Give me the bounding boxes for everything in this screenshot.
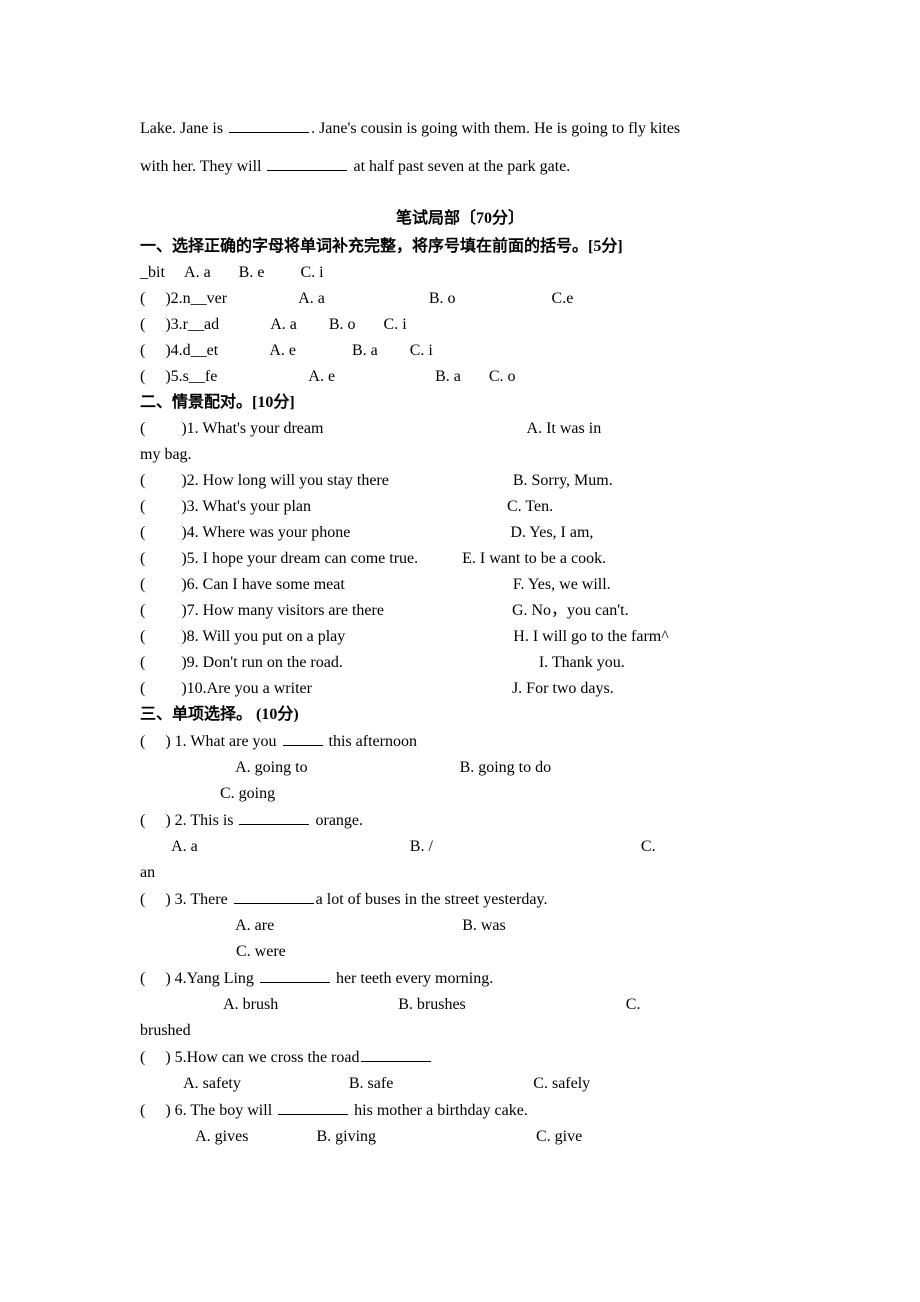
- q4-opts: A. brush B. brushes C.: [140, 993, 780, 1017]
- intro-paragraph: Lake. Jane is . Jane's cousin is going w…: [140, 110, 780, 187]
- sec1-row: _bit A. a B. e C. i: [140, 261, 780, 285]
- section3-heading: 三、单项选择。 (10分): [140, 703, 780, 727]
- sec2-row: my bag.: [140, 443, 780, 467]
- q1-post: this afternoon: [325, 733, 417, 750]
- q6-opts: A. gives B. giving C. give: [140, 1125, 780, 1149]
- sec2-row: ( )9. Don't run on the road. I. Thank yo…: [140, 651, 780, 675]
- q1-pre: ( ) 1. What are you: [140, 733, 281, 750]
- intro-text4: at half past seven at the park gate.: [349, 158, 570, 175]
- q2-stem: ( ) 2. This is orange.: [140, 808, 780, 833]
- sec2-row: ( )7. How many visitors are there G. No，…: [140, 599, 780, 623]
- sec2-row: ( )5. I hope your dream can come true. E…: [140, 547, 780, 571]
- sec1-row: ( )2.n__ver A. a B. o C.e: [140, 287, 780, 311]
- q3-stem: ( ) 3. There a lot of buses in the stree…: [140, 887, 780, 912]
- q3-post: a lot of buses in the street yesterday.: [316, 891, 548, 908]
- sec2-row: ( )4. Where was your phone D. Yes, I am,: [140, 521, 780, 545]
- sec2-row: ( )2. How long will you stay there B. So…: [140, 469, 780, 493]
- q6-post: his mother a birthday cake.: [350, 1102, 528, 1119]
- blank-field[interactable]: [283, 729, 323, 746]
- sec2-row: ( )10.Are you a writer J. For two days.: [140, 677, 780, 701]
- q4-pre: ( ) 4.Yang Ling: [140, 970, 258, 987]
- blank-field[interactable]: [239, 808, 309, 825]
- q5-stem: ( ) 5.How can we cross the road: [140, 1045, 780, 1070]
- sec2-row: ( )3. What's your plan C. Ten.: [140, 495, 780, 519]
- q3-opts2: C. were: [140, 940, 780, 964]
- intro-text2: . Jane's cousin is going with them. He i…: [311, 120, 680, 137]
- q2-post: orange.: [311, 812, 363, 829]
- blank-field[interactable]: [361, 1045, 431, 1062]
- intro-text1: Lake. Jane is: [140, 120, 227, 137]
- q2-opts: A. a B. / C.: [140, 835, 780, 859]
- q1-opts2: C. going: [140, 782, 780, 806]
- sec1-row: ( )5.s__fe A. e B. a C. o: [140, 365, 780, 389]
- q5-opts: A. safety B. safe C. safely: [140, 1072, 780, 1096]
- q6-stem: ( ) 6. The boy will his mother a birthda…: [140, 1098, 780, 1123]
- sec1-row: ( )3.r__ad A. a B. o C. i: [140, 313, 780, 337]
- q3-pre: ( ) 3. There: [140, 891, 232, 908]
- q4-opts2: brushed: [140, 1019, 780, 1043]
- q5-pre: ( ) 5.How can we cross the road: [140, 1049, 359, 1066]
- blank-field[interactable]: [278, 1098, 348, 1115]
- written-section-title: 笔试局部〔70分〕: [140, 207, 780, 231]
- section2-heading: 二、情景配对。[10分]: [140, 391, 780, 415]
- intro-text3: with her. They will: [140, 158, 265, 175]
- sec2-row: ( )6. Can I have some meat F. Yes, we wi…: [140, 573, 780, 597]
- q6-pre: ( ) 6. The boy will: [140, 1102, 276, 1119]
- q3-opts: A. are B. was: [140, 914, 780, 938]
- q2-pre: ( ) 2. This is: [140, 812, 237, 829]
- blank-field[interactable]: [260, 966, 330, 983]
- blank-field[interactable]: [229, 116, 309, 133]
- q4-post: her teeth every morning.: [332, 970, 493, 987]
- blank-field[interactable]: [267, 154, 347, 171]
- sec1-row: ( )4.d__et A. e B. a C. i: [140, 339, 780, 363]
- q4-stem: ( ) 4.Yang Ling her teeth every morning.: [140, 966, 780, 991]
- section1-heading: 一、选择正确的字母将单词补充完整，将序号填在前面的括号。[5分]: [140, 235, 780, 259]
- q1-stem: ( ) 1. What are you this afternoon: [140, 729, 780, 754]
- sec2-row: ( )1. What's your dream A. It was in: [140, 417, 780, 441]
- q1-opts: A. going to B. going to do: [140, 756, 780, 780]
- document-page: Lake. Jane is . Jane's cousin is going w…: [0, 0, 920, 1211]
- sec2-row: ( )8. Will you put on a play H. I will g…: [140, 625, 780, 649]
- q2-opts2: an: [140, 861, 780, 885]
- blank-field[interactable]: [234, 887, 314, 904]
